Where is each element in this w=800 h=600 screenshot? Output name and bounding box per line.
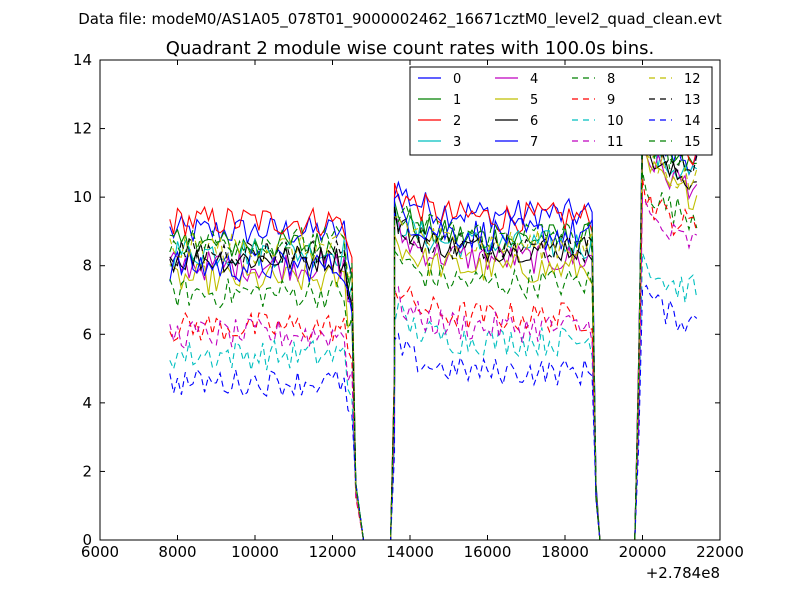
- file-title: Data file: modeM0/AS1A05_078T01_90000024…: [78, 10, 722, 29]
- x-tick-label: 22000: [696, 543, 744, 561]
- x-tick-label: 14000: [386, 543, 434, 561]
- series-line-1: [169, 129, 697, 540]
- y-tick-label: 0: [82, 531, 92, 549]
- y-tick-label: 8: [82, 257, 92, 275]
- y-tick-label: 4: [82, 394, 92, 412]
- legend-label-2: 2: [453, 114, 461, 129]
- chart-title: Quadrant 2 module wise count rates with …: [166, 38, 655, 59]
- plot-frame: [99, 59, 721, 541]
- series-line-6: [169, 137, 697, 540]
- x-tick-label: 12000: [309, 543, 357, 561]
- x-tick-label: 6000: [81, 543, 119, 561]
- legend-label-5: 5: [530, 93, 538, 108]
- legend-label-1: 1: [453, 93, 461, 108]
- x-tick-label: 8000: [158, 543, 196, 561]
- series-line-12: [169, 128, 698, 540]
- legend-label-11: 11: [607, 135, 624, 150]
- x-tick-label: 18000: [541, 543, 589, 561]
- series-line-9: [169, 178, 698, 540]
- legend-label-7: 7: [530, 135, 538, 150]
- y-tick-label: 2: [82, 462, 92, 480]
- x-tick-label: 10000: [231, 543, 279, 561]
- legend-label-13: 13: [684, 93, 701, 108]
- series-line-8: [169, 171, 698, 540]
- legend-label-15: 15: [684, 135, 701, 150]
- x-offset-label: +2.784e8: [646, 564, 720, 582]
- legend-label-4: 4: [530, 72, 538, 87]
- series-line-15: [169, 111, 697, 540]
- series-layer: [169, 99, 698, 540]
- series-line-3: [169, 134, 698, 540]
- legend-label-8: 8: [607, 72, 615, 87]
- axis-layer: 6000 8000 10000 12000 14000 16000 18000 20000 22…: [73, 51, 744, 561]
- x-tick-label: 16000: [464, 543, 512, 561]
- series-line-2: [169, 116, 698, 540]
- legend-label-14: 14: [684, 114, 701, 129]
- legend-label-0: 0: [453, 72, 461, 87]
- series-line-4: [169, 147, 698, 540]
- y-tick-label: 14: [73, 51, 92, 69]
- y-tick-label: 10: [73, 188, 92, 206]
- series-line-13: [169, 119, 698, 540]
- series-line-11: [169, 196, 698, 540]
- y-tick-label: 12: [73, 120, 92, 138]
- y-tick-label: 6: [82, 325, 92, 343]
- series-line-7: [169, 99, 698, 540]
- legend-box: [409, 66, 713, 156]
- series-line-10: [169, 252, 698, 540]
- legend-label-9: 9: [607, 93, 615, 108]
- legend-label-3: 3: [453, 135, 461, 150]
- series-line-0: [169, 115, 698, 540]
- legend-label-6: 6: [530, 114, 538, 129]
- series-line-14: [169, 284, 698, 540]
- legend-label-12: 12: [684, 72, 701, 87]
- legend-label-10: 10: [607, 114, 624, 129]
- series-line-5: [169, 147, 698, 540]
- x-tick-label: 20000: [619, 543, 667, 561]
